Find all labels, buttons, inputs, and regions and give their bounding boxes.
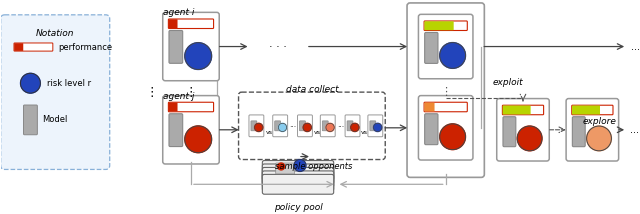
FancyBboxPatch shape <box>572 106 600 114</box>
Circle shape <box>20 73 40 93</box>
FancyBboxPatch shape <box>251 121 257 131</box>
FancyBboxPatch shape <box>298 115 312 137</box>
Text: agent i: agent i <box>163 8 195 17</box>
FancyBboxPatch shape <box>347 121 353 131</box>
Circle shape <box>517 126 542 151</box>
Circle shape <box>303 123 312 132</box>
Text: policy pool: policy pool <box>274 203 323 212</box>
FancyBboxPatch shape <box>169 30 182 63</box>
FancyBboxPatch shape <box>566 99 619 161</box>
Circle shape <box>185 43 212 70</box>
FancyBboxPatch shape <box>163 96 220 164</box>
Text: data collect: data collect <box>285 85 338 94</box>
FancyBboxPatch shape <box>345 115 360 137</box>
FancyBboxPatch shape <box>169 114 182 147</box>
FancyBboxPatch shape <box>249 115 264 137</box>
Text: sample opponents: sample opponents <box>275 162 353 171</box>
Circle shape <box>185 126 212 153</box>
FancyBboxPatch shape <box>419 14 473 79</box>
FancyBboxPatch shape <box>572 105 613 115</box>
FancyBboxPatch shape <box>320 115 335 137</box>
Text: ···: ··· <box>289 123 296 132</box>
Circle shape <box>255 123 263 132</box>
Circle shape <box>326 123 334 132</box>
FancyBboxPatch shape <box>262 164 333 184</box>
Text: · · ·: · · · <box>269 42 287 52</box>
Text: vs: vs <box>361 130 368 135</box>
FancyBboxPatch shape <box>424 103 435 111</box>
FancyBboxPatch shape <box>239 92 385 159</box>
Text: exploit: exploit <box>493 78 524 87</box>
FancyBboxPatch shape <box>169 103 177 111</box>
Text: ⋮: ⋮ <box>185 86 197 99</box>
FancyBboxPatch shape <box>425 114 438 145</box>
FancyBboxPatch shape <box>169 19 177 28</box>
FancyBboxPatch shape <box>572 117 585 147</box>
FancyBboxPatch shape <box>370 121 376 131</box>
FancyBboxPatch shape <box>262 174 333 194</box>
FancyBboxPatch shape <box>425 33 438 63</box>
Text: ···: ··· <box>337 123 344 132</box>
FancyBboxPatch shape <box>262 168 333 187</box>
Text: vs: vs <box>266 130 273 135</box>
FancyBboxPatch shape <box>502 105 543 115</box>
Text: ⋮: ⋮ <box>145 86 157 99</box>
FancyBboxPatch shape <box>424 102 467 112</box>
FancyBboxPatch shape <box>275 121 280 131</box>
FancyBboxPatch shape <box>407 3 484 177</box>
Circle shape <box>278 163 285 170</box>
FancyBboxPatch shape <box>419 96 473 160</box>
Circle shape <box>374 123 382 132</box>
FancyBboxPatch shape <box>323 121 328 131</box>
Circle shape <box>278 123 287 132</box>
Text: Model: Model <box>42 115 68 124</box>
Circle shape <box>440 43 465 68</box>
FancyBboxPatch shape <box>168 102 214 112</box>
Text: ...: ... <box>630 125 639 135</box>
Text: vs: vs <box>314 130 321 135</box>
Text: explore: explore <box>582 117 616 126</box>
FancyBboxPatch shape <box>24 105 37 135</box>
Text: Notation: Notation <box>36 29 74 38</box>
Text: performance: performance <box>58 43 112 52</box>
FancyBboxPatch shape <box>368 115 383 137</box>
FancyBboxPatch shape <box>424 21 467 30</box>
Text: ⋮: ⋮ <box>440 87 451 97</box>
FancyBboxPatch shape <box>424 21 454 30</box>
FancyBboxPatch shape <box>1 15 109 169</box>
Text: agent j: agent j <box>163 92 195 101</box>
Text: risk level r: risk level r <box>47 79 92 88</box>
FancyBboxPatch shape <box>300 121 305 131</box>
Circle shape <box>587 126 611 151</box>
FancyBboxPatch shape <box>262 171 333 191</box>
Circle shape <box>351 123 359 132</box>
FancyBboxPatch shape <box>168 19 214 28</box>
FancyBboxPatch shape <box>163 12 220 81</box>
FancyBboxPatch shape <box>502 106 531 114</box>
Circle shape <box>440 124 465 150</box>
FancyBboxPatch shape <box>276 163 294 174</box>
FancyBboxPatch shape <box>14 43 23 51</box>
Circle shape <box>294 159 306 171</box>
FancyBboxPatch shape <box>273 115 287 137</box>
FancyBboxPatch shape <box>262 160 333 180</box>
Text: ...: ... <box>631 42 640 52</box>
FancyBboxPatch shape <box>497 99 549 161</box>
FancyBboxPatch shape <box>503 117 516 147</box>
FancyBboxPatch shape <box>14 43 53 51</box>
